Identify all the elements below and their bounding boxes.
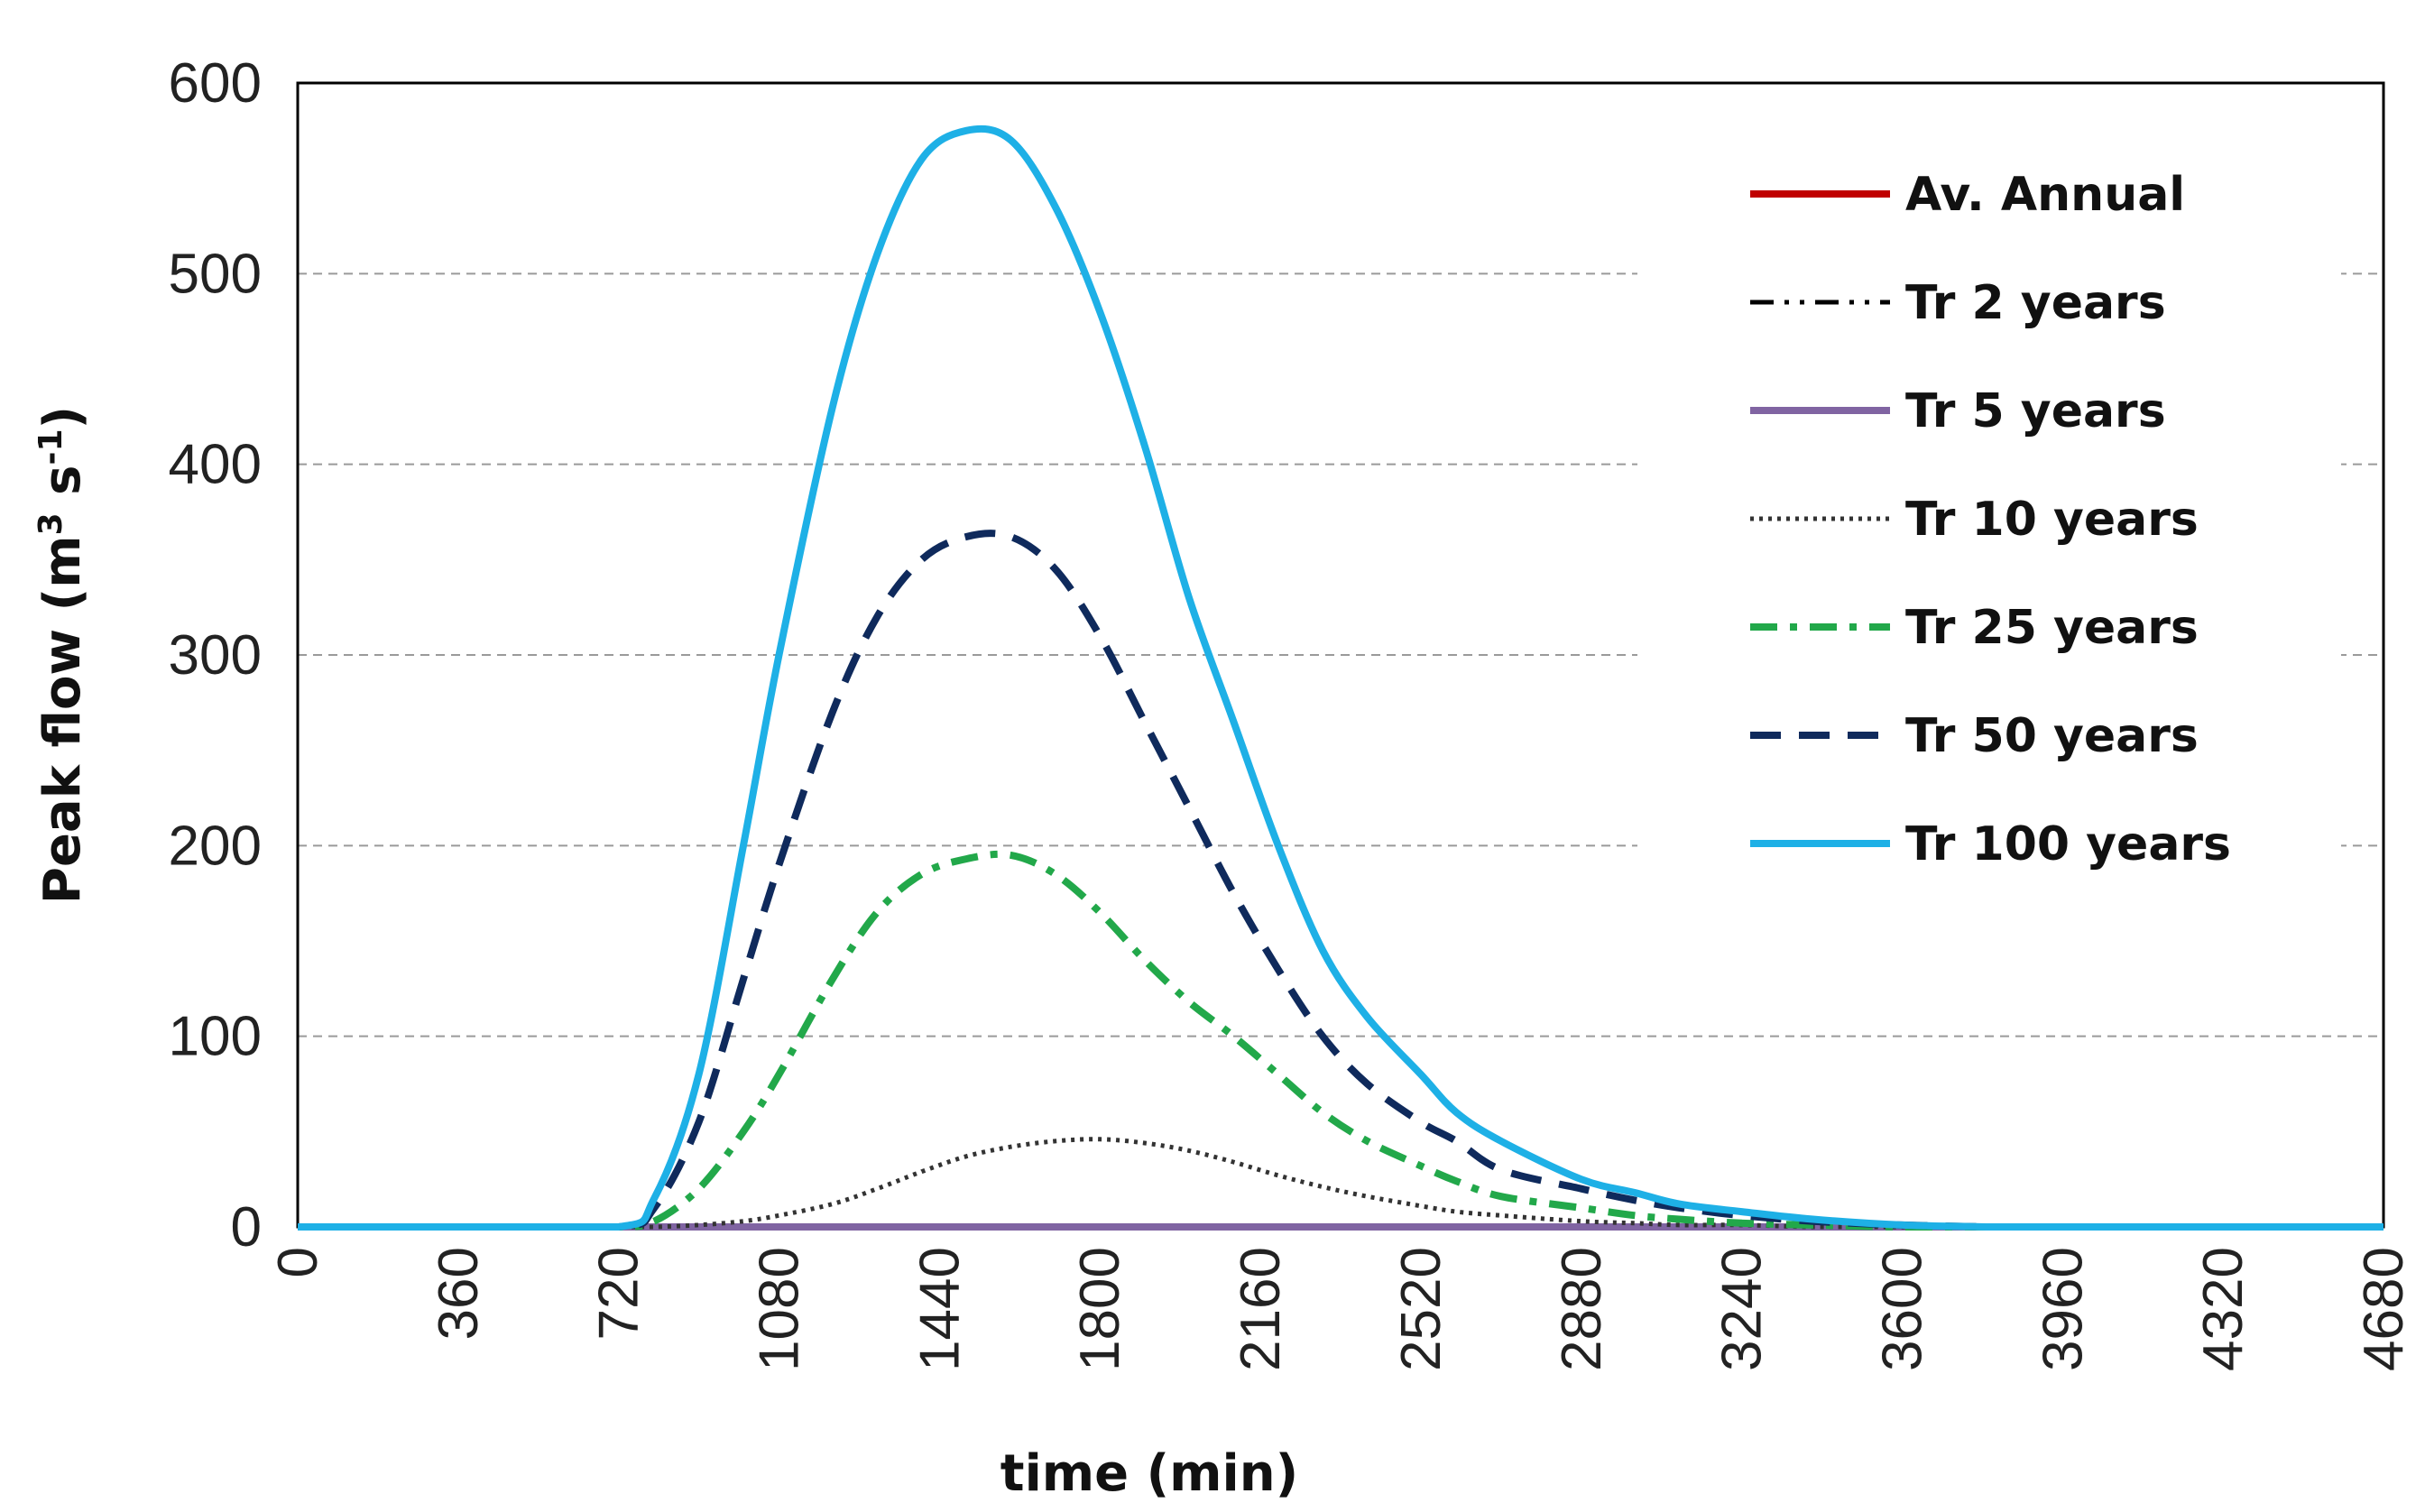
legend-label-av-annual: Av. Annual [1905,168,2185,222]
legend-label-tr-100-years: Tr 100 years [1905,817,2231,871]
x-axis-ticks: 0 360 720 1080 1440 1800 2160 2520 2880 3240 3600 3… [267,1247,2415,1371]
x-tick-label: 720 [588,1247,650,1340]
y-axis-title-main: Peak flow (m [33,535,92,904]
legend-label-tr-25-years: Tr 25 years [1905,601,2199,655]
x-tick-label: 1080 [749,1247,811,1371]
series-line-tr-25-years [298,850,2384,1231]
legend-label-tr-50-years: Tr 50 years [1905,709,2199,763]
series-line-tr-10-years [298,1137,2384,1230]
y-axis-title-sup1: 3 [32,512,69,535]
y-axis-ticks: 0 100 200 300 400 500 600 [169,52,262,1258]
legend-label-tr-2-years: Tr 2 years [1905,276,2166,330]
y-tick-label: 600 [169,52,262,115]
y-tick-label: 400 [169,434,262,496]
legend-background [1637,149,2341,898]
series-line-tr-100-years [298,124,2384,1231]
y-tick-label: 0 [231,1196,262,1258]
x-tick-label: 2160 [1230,1247,1292,1371]
legend-label-tr-5-years: Tr 5 years [1905,384,2166,438]
x-tick-label: 0 [267,1247,329,1277]
y-tick-label: 300 [169,624,262,687]
y-axis-title-mid: s [33,465,92,512]
legend-label-tr-10-years: Tr 10 years [1905,493,2199,547]
x-tick-label: 2880 [1551,1247,1613,1371]
x-tick-label: 1440 [908,1247,971,1371]
x-axis-title: time (min) [1000,1444,1298,1503]
x-tick-label: 3600 [1871,1247,1933,1371]
series-group [298,124,2384,1231]
y-tick-label: 200 [169,815,262,877]
x-tick-label: 3240 [1711,1247,1774,1371]
x-tick-label: 360 [428,1247,490,1340]
y-tick-label: 500 [169,243,262,305]
x-tick-label: 4320 [2192,1247,2254,1371]
y-axis-title: Peak flow (m3 s-1) [32,406,92,904]
x-tick-label: 1800 [1069,1247,1131,1371]
x-tick-label: 2520 [1390,1247,1452,1371]
legend: Av. Annual Tr 2 years Tr 5 years Tr 10 year… [1637,149,2341,898]
y-axis-title-end: ) [33,406,92,429]
x-tick-label: 3960 [2032,1247,2094,1371]
x-tick-label: 4680 [2353,1247,2415,1371]
y-tick-label: 100 [169,1006,262,1068]
y-axis-title-sup2: -1 [32,429,69,465]
